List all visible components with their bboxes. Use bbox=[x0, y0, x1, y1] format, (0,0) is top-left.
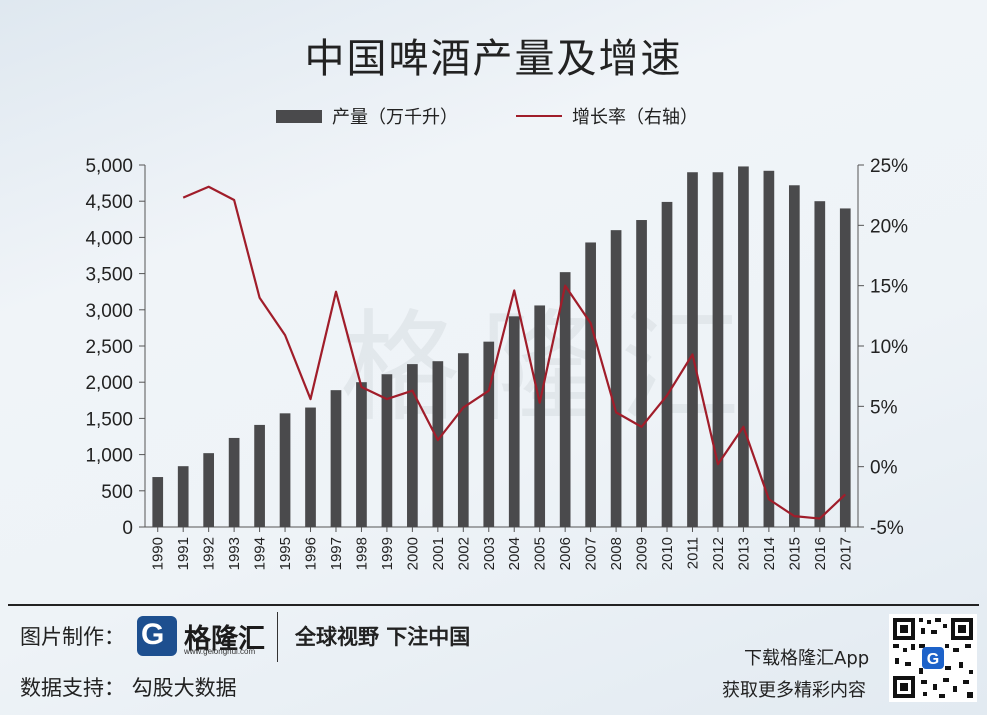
bar-production bbox=[483, 341, 495, 527]
y-right-tick-label: 15% bbox=[870, 277, 908, 298]
legend-item-production: 产量（万千升） bbox=[276, 103, 458, 129]
x-tick-label: 1993 bbox=[226, 537, 243, 570]
y-left-tick-label: 3,500 bbox=[85, 265, 133, 286]
bar-production bbox=[508, 316, 520, 527]
x-tick-label: 1997 bbox=[328, 537, 345, 570]
y-left-tick-label: 500 bbox=[101, 482, 133, 503]
bar-production bbox=[432, 361, 444, 527]
y-left-tick-label: 4,000 bbox=[85, 228, 133, 249]
logo-url: www.gelonghui.com bbox=[184, 647, 256, 656]
x-tick-label: 1998 bbox=[353, 537, 370, 570]
x-tick-label: 2006 bbox=[557, 537, 574, 570]
bar-production bbox=[228, 437, 240, 527]
qr-code-icon[interactable]: G bbox=[889, 614, 977, 702]
x-tick-label: 2012 bbox=[710, 537, 727, 570]
bar-production bbox=[457, 353, 469, 527]
bar-production bbox=[177, 466, 189, 527]
line-growth-rate bbox=[182, 185, 847, 520]
bar-production bbox=[610, 230, 622, 527]
x-tick-label: 1999 bbox=[379, 537, 396, 570]
bar-production bbox=[839, 208, 851, 527]
bar-production bbox=[738, 166, 749, 527]
slogan: 全球视野 下注中国 bbox=[295, 625, 471, 649]
y-right-tick-label: 25% bbox=[870, 156, 908, 177]
x-tick-label: 2007 bbox=[583, 537, 600, 570]
legend-bar-swatch bbox=[276, 109, 322, 123]
gelonghui-logo-icon: G bbox=[137, 616, 177, 656]
x-tick-label: 2015 bbox=[786, 537, 803, 570]
chart-legend: 产量（万千升） 增长率（右轴） bbox=[0, 103, 987, 133]
x-tick-label: 1992 bbox=[201, 537, 218, 570]
x-tick-label: 2003 bbox=[481, 537, 498, 570]
y-left-tick-label: 0 bbox=[122, 518, 133, 539]
y-left-tick-label: 3,000 bbox=[85, 301, 133, 322]
chart-plot: 0 500 1,000 1,500 2,000 2,500 3,000 3,500 4,000 4… bbox=[85, 156, 908, 570]
bar-production bbox=[687, 172, 698, 528]
y-left-tick-label: 2,500 bbox=[85, 337, 133, 358]
svg-text:G: G bbox=[927, 651, 939, 668]
chart-title: 中国啤酒产量及增速 bbox=[304, 36, 683, 82]
y-right-tick-label: 10% bbox=[870, 337, 908, 358]
y-left-tick-label: 1,500 bbox=[85, 409, 133, 430]
download-app-text: 下载格隆汇App bbox=[744, 648, 870, 669]
y-left-tick-label: 4,500 bbox=[85, 192, 133, 213]
data-support: 数据支持： 勾股大数据 bbox=[20, 676, 237, 700]
x-tick-label: 2009 bbox=[634, 537, 651, 570]
footer-separator bbox=[277, 612, 278, 662]
footer-divider bbox=[8, 604, 979, 606]
y-left-tick-label: 1,000 bbox=[85, 446, 133, 467]
x-tick-label: 1991 bbox=[175, 537, 192, 570]
bar-production bbox=[585, 242, 596, 527]
x-tick-label: 2002 bbox=[455, 537, 472, 570]
bar-production bbox=[279, 413, 291, 527]
legend-line-label: 增长率（右轴） bbox=[572, 107, 698, 128]
bar-production bbox=[559, 272, 571, 527]
x-tick-label: 2004 bbox=[506, 537, 523, 570]
legend-item-growth: 增长率（右轴） bbox=[516, 103, 698, 129]
bar-production bbox=[636, 220, 647, 528]
bar-production bbox=[254, 424, 265, 527]
bar-production bbox=[305, 407, 316, 527]
bar-production bbox=[407, 364, 418, 527]
x-tick-label: 2016 bbox=[812, 537, 829, 570]
made-by-label: 图片制作： bbox=[20, 625, 125, 649]
bar-production bbox=[534, 305, 546, 527]
x-tick-label: 2008 bbox=[608, 537, 625, 570]
bar-production bbox=[763, 170, 775, 528]
bar-production bbox=[814, 201, 826, 527]
legend-bar-label: 产量（万千升） bbox=[332, 107, 458, 128]
y-right-tick-label: 20% bbox=[870, 216, 908, 237]
x-tick-label: 2001 bbox=[430, 537, 447, 570]
x-tick-label: 1990 bbox=[150, 537, 167, 570]
x-tick-label: 2017 bbox=[837, 537, 854, 570]
y-left-tick-label: 5,000 bbox=[85, 156, 133, 177]
y-right-tick-label: 0% bbox=[870, 458, 898, 479]
bar-production bbox=[381, 374, 393, 527]
y-left-tick-label: 2,000 bbox=[85, 373, 133, 394]
x-tick-label: 2010 bbox=[659, 537, 676, 570]
bar-production bbox=[356, 382, 367, 527]
bar-production bbox=[330, 390, 342, 527]
logo-name: 格隆汇 bbox=[184, 624, 265, 655]
x-tick-label: 1996 bbox=[303, 537, 320, 570]
y-right-tick-label: 5% bbox=[870, 397, 898, 418]
bar-production bbox=[203, 453, 215, 527]
legend-line-swatch bbox=[516, 115, 562, 117]
x-tick-label: 1994 bbox=[252, 537, 269, 570]
x-tick-label: 2013 bbox=[735, 537, 752, 570]
bar-production bbox=[661, 201, 673, 527]
x-tick-label: 1995 bbox=[277, 537, 294, 570]
x-tick-label: 2005 bbox=[532, 537, 549, 570]
x-tick-label: 2000 bbox=[404, 537, 421, 570]
bar-production bbox=[788, 185, 800, 527]
more-content-text: 获取更多精彩内容 bbox=[722, 680, 866, 701]
bar-production bbox=[152, 477, 164, 527]
x-tick-label: 2011 bbox=[684, 537, 701, 569]
x-tick-label: 2014 bbox=[761, 537, 778, 570]
y-right-tick-label: -5% bbox=[870, 518, 904, 539]
bar-production bbox=[712, 172, 724, 528]
